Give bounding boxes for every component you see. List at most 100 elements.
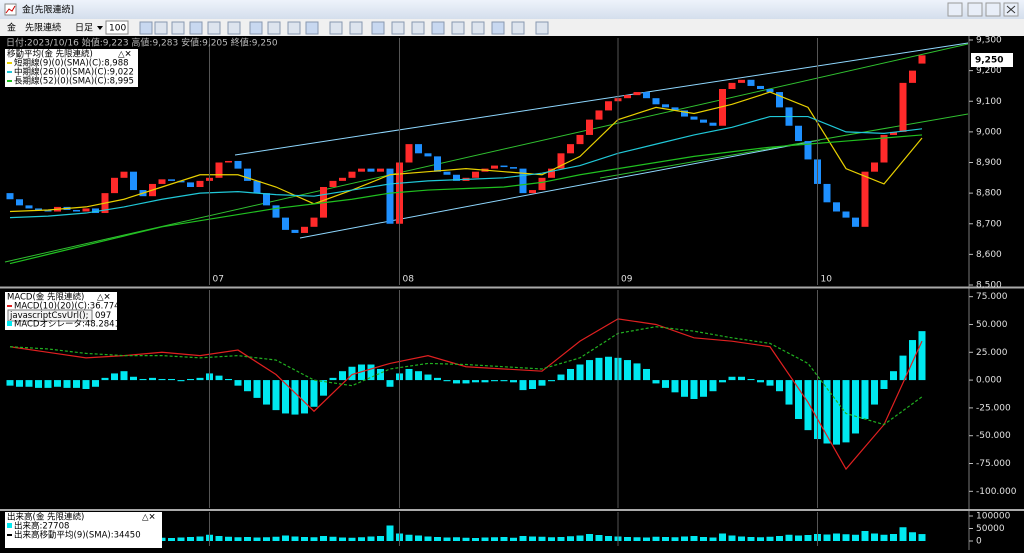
histogram-bar xyxy=(690,380,698,399)
toolbar-button[interactable] xyxy=(451,21,465,35)
histogram-bar xyxy=(111,373,118,381)
histogram-bar xyxy=(538,380,546,386)
candle-body xyxy=(738,79,745,83)
volume-bar xyxy=(823,534,831,541)
count-input[interactable] xyxy=(105,20,129,35)
pin-button[interactable] xyxy=(947,2,963,17)
tooltip-box xyxy=(7,309,93,322)
series-line xyxy=(9,115,923,219)
histogram-bar xyxy=(576,364,584,381)
volume-bar xyxy=(320,536,327,541)
toolbar-button[interactable] xyxy=(207,21,221,35)
candle-body xyxy=(491,165,498,169)
volume-bar xyxy=(785,534,793,541)
candle-body xyxy=(6,193,14,200)
toolbar-button[interactable] xyxy=(329,21,343,35)
histogram-bar xyxy=(367,364,375,381)
histogram-bar xyxy=(823,380,831,444)
toolbar-button[interactable] xyxy=(227,21,241,35)
candle-body xyxy=(643,92,650,99)
histogram-bar xyxy=(633,363,641,381)
volume-bar xyxy=(491,537,498,541)
volume-bar xyxy=(633,537,641,541)
toolbar-button[interactable] xyxy=(287,21,301,35)
legend-controls: △✕ xyxy=(97,293,111,303)
histogram-bar xyxy=(386,380,394,387)
legend-controls: △✕ xyxy=(118,50,132,60)
volume-bar xyxy=(852,534,859,541)
histogram-bar xyxy=(415,371,422,381)
candle-body xyxy=(719,89,726,126)
toolbar-button[interactable] xyxy=(249,21,263,35)
histogram-bar xyxy=(92,380,99,387)
toolbar-button[interactable] xyxy=(349,21,363,35)
toolbar-button[interactable] xyxy=(535,21,549,35)
volume-bar xyxy=(187,537,194,541)
contract-label[interactable]: 先限連続 xyxy=(25,22,61,34)
legend-box xyxy=(5,49,138,87)
histogram-bar xyxy=(282,380,289,414)
y-tick-label: 50000 xyxy=(976,524,1005,534)
y-tick-label: 8,800 xyxy=(976,189,1002,199)
toolbar-button[interactable] xyxy=(511,21,525,35)
histogram-bar xyxy=(35,380,42,388)
volume-bar xyxy=(434,537,441,541)
y-tick-label: 9,100 xyxy=(976,97,1002,107)
histogram-bar xyxy=(586,360,593,381)
histogram-bar xyxy=(861,380,869,420)
candle-body xyxy=(681,110,688,117)
toolbar-button[interactable] xyxy=(189,21,203,35)
histogram-bar xyxy=(662,380,669,388)
legend-controls: △✕ xyxy=(142,513,156,523)
toolbar-button[interactable] xyxy=(491,21,505,35)
y-tick-label: 75.000 xyxy=(976,292,1008,302)
window-controls xyxy=(947,2,1019,17)
y-tick-label: 50.000 xyxy=(976,320,1008,330)
toolbar-button[interactable] xyxy=(411,21,425,35)
toolbar-button[interactable] xyxy=(171,21,185,35)
toolbar-button[interactable] xyxy=(431,21,445,35)
candle-body xyxy=(890,131,897,135)
volume-bar xyxy=(909,532,916,541)
toolbar-button[interactable] xyxy=(391,21,405,35)
toolbar-button[interactable] xyxy=(267,21,281,35)
toolbar-button[interactable] xyxy=(371,21,385,35)
candle-body xyxy=(776,92,783,108)
volume-bar xyxy=(548,537,555,541)
maximize-button[interactable] xyxy=(985,2,1001,17)
toolbar-button[interactable] xyxy=(139,21,153,35)
volume-bar xyxy=(291,536,299,541)
histogram-bar xyxy=(548,380,555,382)
histogram-bar xyxy=(510,380,517,383)
volume-bar xyxy=(215,536,223,541)
symbol-label[interactable]: 金 xyxy=(7,22,16,34)
volume-bar xyxy=(386,525,394,541)
last-price-box xyxy=(971,53,1013,67)
candle-body xyxy=(272,205,280,218)
histogram-bar xyxy=(215,375,223,381)
volume-bar xyxy=(595,535,603,541)
dropdown-arrow[interactable] xyxy=(97,26,103,30)
histogram-bar xyxy=(766,380,774,386)
histogram-bar xyxy=(405,368,413,381)
volume-bar xyxy=(880,534,888,541)
volume-bar xyxy=(415,535,422,541)
toolbar-button[interactable] xyxy=(305,21,319,35)
minimize-button[interactable] xyxy=(967,2,983,17)
candle-body xyxy=(177,180,185,183)
histogram-bar xyxy=(567,368,574,381)
volume-bar xyxy=(272,536,280,541)
legend-entry: 出来高移動平均(9)(SMA):34450 xyxy=(14,530,141,541)
candle-body xyxy=(747,79,755,86)
histogram-bar xyxy=(519,380,527,391)
volume-bar xyxy=(662,537,669,541)
candle-body xyxy=(899,82,907,132)
histogram-bar xyxy=(852,380,859,434)
toolbar-button[interactable] xyxy=(471,21,485,35)
toolbar-button[interactable] xyxy=(154,21,168,35)
toolbar-icons xyxy=(139,21,549,35)
histogram-bar xyxy=(149,377,156,381)
candle-body xyxy=(529,190,536,194)
legend-title: 移動平均(金 先限連続) xyxy=(7,49,93,60)
period-select[interactable]: 日足 xyxy=(75,23,93,34)
